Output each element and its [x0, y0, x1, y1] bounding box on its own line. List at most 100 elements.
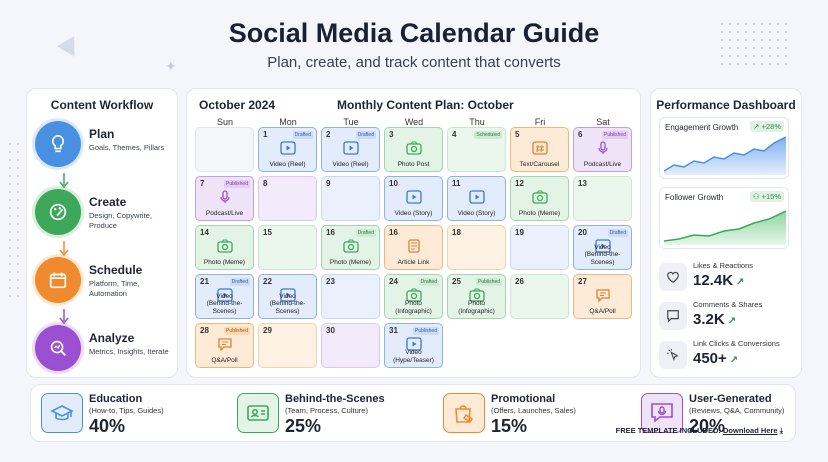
- trend-up-icon: ↗: [729, 355, 739, 366]
- status-badge: Drafted: [355, 229, 376, 237]
- calendar-day-cell[interactable]: 1 Drafted Video (Reel): [258, 127, 317, 172]
- workflow-step-analyze: Analyze Metrics, Insights, Iterate: [35, 325, 175, 373]
- workflow-title: Content Workflow: [50, 98, 154, 112]
- calendar-day-cell[interactable]: 20 Drafted Video (Behind-the-Scenes): [573, 225, 632, 270]
- status-badge: Scheduled: [474, 131, 502, 139]
- day-header-sun: Sun: [216, 117, 233, 127]
- calendar-day-cell[interactable]: 11 Video (Story): [447, 176, 506, 221]
- day-header-tue: Tue: [343, 117, 359, 127]
- download-link[interactable]: Download Here: [722, 426, 778, 435]
- content-type-label: Photo Post: [397, 160, 430, 168]
- follower-growth-title: Follower Growth: [665, 193, 724, 202]
- calendar-day-cell[interactable]: 2 Drafted Video (Reel): [321, 127, 380, 172]
- decorative-plus-icon: ✦: [165, 58, 177, 74]
- day-number: 9: [326, 179, 331, 188]
- performance-dashboard-panel: Performance Dashboard Engagement Growth …: [650, 88, 802, 378]
- day-header-wed: Wed: [404, 117, 424, 127]
- category-desc: (How-to, Tips, Guides): [89, 406, 164, 415]
- workflow-step-name: Analyze: [89, 331, 135, 345]
- calendar-day-cell[interactable]: 22 Video (Behind-the-Scenes): [258, 274, 317, 319]
- calendar-day-cell[interactable]: 4 Scheduled: [447, 127, 506, 172]
- follower-growth-card: Follower Growth ⚇ +15%: [659, 187, 789, 249]
- video-icon: [279, 288, 296, 302]
- calendar-day-cell[interactable]: 14 Photo (Meme): [195, 225, 254, 270]
- day-number: 14: [200, 228, 209, 237]
- category-name: Behind-the-Scenes: [285, 393, 385, 405]
- day-number: 7: [200, 179, 205, 188]
- calendar-day-cell[interactable]: 27 Q&A/Poll: [573, 274, 632, 319]
- camera-icon: [405, 288, 422, 302]
- calendar-day-cell[interactable]: 8: [258, 176, 317, 221]
- content-categories-panel: Education (How-to, Tips, Guides) 40% Behind…: [30, 384, 796, 442]
- calendar-day-cell[interactable]: 12 Photo (Meme): [510, 176, 569, 221]
- video-icon: [468, 190, 485, 204]
- calendar-day-cell[interactable]: 7 Published Podcast/Live: [195, 176, 254, 221]
- day-number: 18: [452, 228, 461, 237]
- calendar-month: October 2024: [199, 98, 276, 112]
- follower-growth-chart: [664, 210, 786, 245]
- trend-up-icon: ↗: [736, 277, 745, 288]
- video-icon: [405, 337, 422, 351]
- day-number: 16: [389, 228, 398, 237]
- calendar-day-cell[interactable]: 10 Video (Story): [384, 176, 443, 221]
- mic-chat-icon: [641, 393, 683, 433]
- calendar-day-cell[interactable]: 16 Drafted Photo (Meme): [321, 225, 380, 270]
- workflow-step-desc: Goals, Themes, Pillars: [89, 143, 165, 152]
- video-icon: [594, 239, 611, 253]
- status-badge: Drafted: [418, 278, 439, 286]
- calendar-day-cell[interactable]: 6 Published Podcast/Live: [573, 127, 632, 172]
- camera-icon: [405, 141, 422, 155]
- category-percent: 40%: [89, 416, 126, 436]
- status-badge: Published: [224, 327, 250, 335]
- chat-icon: [217, 337, 233, 352]
- workflow-step-plan: Plan Goals, Themes, Pillars: [35, 121, 175, 169]
- calendar-day-cell[interactable]: [195, 127, 254, 172]
- calendar-plan-title: Monthly Content Plan: October: [337, 98, 514, 112]
- calendar-day-cell[interactable]: 13: [573, 176, 632, 221]
- calendar-day-cell[interactable]: 29: [258, 323, 317, 368]
- decorative-dots-left: [6, 140, 22, 300]
- calendar-day-cell[interactable]: 16 Article Link: [384, 225, 443, 270]
- calendar-day-cell[interactable]: 21 Drafted Video (Behind-the-Scenes): [195, 274, 254, 319]
- day-number: 19: [515, 228, 524, 237]
- day-number: 13: [578, 179, 587, 188]
- calendar-day-cell[interactable]: 31 Published Video (Hype/Teaser): [384, 323, 443, 368]
- calendar-day-cell[interactable]: 24 Drafted Photo (Infographic): [384, 274, 443, 319]
- content-type-label: Video (Reel): [269, 160, 306, 168]
- palette-icon: [35, 189, 81, 235]
- calendar-day-cell[interactable]: 15: [258, 225, 317, 270]
- calendar-day-cell[interactable]: 18: [447, 225, 506, 270]
- day-number: 12: [515, 179, 524, 188]
- status-badge: Published: [413, 327, 439, 335]
- calendar-day-cell[interactable]: 28 Published Q&A/Poll: [195, 323, 254, 368]
- category-promotional: Promotional (Offers, Launches, Sales) 15%: [443, 393, 623, 437]
- status-badge: Drafted: [229, 278, 250, 286]
- engagement-growth-chart: [664, 136, 786, 175]
- microphone-icon: [217, 190, 233, 204]
- calendar-day-cell[interactable]: 26: [510, 274, 569, 319]
- content-type-label: Video (Behind-the-Scenes): [584, 243, 621, 266]
- metric-value: 3.2K ↗: [693, 311, 737, 328]
- chat-icon: [595, 288, 611, 303]
- heart-icon: [659, 263, 687, 291]
- status-badge: Published: [476, 278, 502, 286]
- calendar-icon: [35, 257, 81, 303]
- metric-comment: Comments & Shares 3.2K ↗: [659, 300, 794, 336]
- status-badge: Drafted: [292, 131, 313, 139]
- day-number: 10: [389, 179, 398, 188]
- calendar-day-cell[interactable]: 30: [321, 323, 380, 368]
- content-type-label: Q&A/Poll: [589, 307, 616, 315]
- calendar-day-cell[interactable]: 23: [321, 274, 380, 319]
- workflow-step-name: Schedule: [89, 263, 143, 277]
- calendar-day-cell[interactable]: 25 Published Photo (Infographic): [447, 274, 506, 319]
- day-header-fri: Fri: [534, 117, 546, 127]
- day-header-sat: Sat: [596, 117, 610, 127]
- lightbulb-icon: [35, 121, 81, 167]
- calendar-day-cell[interactable]: 9: [321, 176, 380, 221]
- day-number: 27: [578, 277, 587, 286]
- metric-label: Link Clicks & Conversions: [693, 339, 780, 348]
- calendar-day-cell[interactable]: 5 Text/Carousel: [510, 127, 569, 172]
- category-education: Education (How-to, Tips, Guides) 40%: [41, 393, 221, 437]
- calendar-day-cell[interactable]: 3 Photo Post: [384, 127, 443, 172]
- calendar-day-cell[interactable]: 19: [510, 225, 569, 270]
